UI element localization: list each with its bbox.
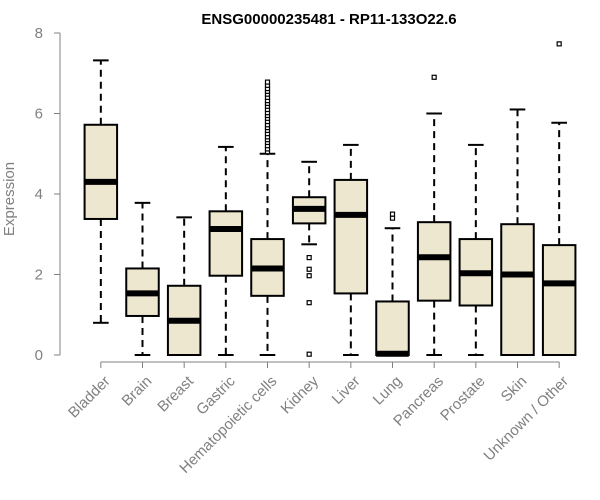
box-skin <box>500 108 535 356</box>
y-axis: 0 2 4 6 8 <box>35 25 61 364</box>
box-lung <box>375 211 410 357</box>
iqr-box <box>416 221 452 302</box>
box-liver <box>333 143 369 356</box>
box-prostate <box>458 143 494 356</box>
outlier-point <box>431 74 437 80</box>
y-tick-label: 0 <box>35 347 43 364</box>
iqr-box <box>541 244 577 356</box>
outlier-point <box>389 211 396 217</box>
box-unknown-other <box>541 41 577 356</box>
outlier-point <box>306 273 312 279</box>
chart-title: ENSG00000235481 - RP11-133O22.6 <box>201 11 456 28</box>
y-tick-label: 4 <box>35 186 43 203</box>
y-tick-label: 6 <box>35 106 43 123</box>
x-tick-label: Skin <box>498 373 531 406</box>
iqr-box <box>375 300 410 356</box>
outlier-point <box>389 215 396 221</box>
outlier-point <box>306 266 312 272</box>
outlier-point <box>264 79 271 85</box>
x-tick-label: Bladder <box>65 373 114 422</box>
box-gastric <box>208 145 244 356</box>
box-breast <box>166 216 202 356</box>
x-tick-label: Brain <box>119 373 156 410</box>
y-tick-label: 2 <box>35 267 43 284</box>
box-kidney <box>291 160 327 357</box>
iqr-box <box>500 223 535 356</box>
box-brain <box>125 201 160 356</box>
box-series <box>83 41 577 357</box>
x-tick-label: Lung <box>370 373 406 409</box>
iqr-box <box>83 123 119 220</box>
outlier-point <box>306 254 312 261</box>
box-hematopoietic-cells <box>250 79 285 356</box>
x-tick-label: Breast <box>154 372 197 415</box>
x-tick-label: Kidney <box>278 372 323 417</box>
x-tick-label: Prostate <box>437 373 489 425</box>
iqr-box <box>208 210 244 277</box>
y-axis-label: Expression <box>1 162 18 236</box>
outlier-point <box>306 351 312 357</box>
outlier-point <box>306 300 312 306</box>
outlier-point <box>556 41 562 47</box>
box-bladder <box>83 59 119 324</box>
x-tick-label: Liver <box>329 373 364 408</box>
iqr-box <box>333 178 369 295</box>
y-tick-label: 8 <box>35 25 43 42</box>
box-pancreas <box>416 74 452 356</box>
